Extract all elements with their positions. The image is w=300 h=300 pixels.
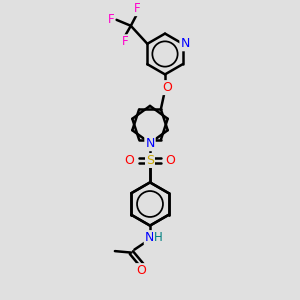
Text: O: O [136, 264, 146, 277]
Text: F: F [122, 35, 128, 48]
Text: N: N [145, 231, 154, 244]
Text: O: O [166, 154, 175, 167]
Text: N: N [180, 37, 190, 50]
Text: F: F [108, 13, 114, 26]
Text: S: S [146, 154, 154, 167]
Text: H: H [154, 231, 163, 244]
Text: N: N [145, 137, 155, 150]
Text: O: O [125, 154, 134, 167]
Text: F: F [134, 2, 141, 15]
Text: O: O [163, 81, 172, 94]
